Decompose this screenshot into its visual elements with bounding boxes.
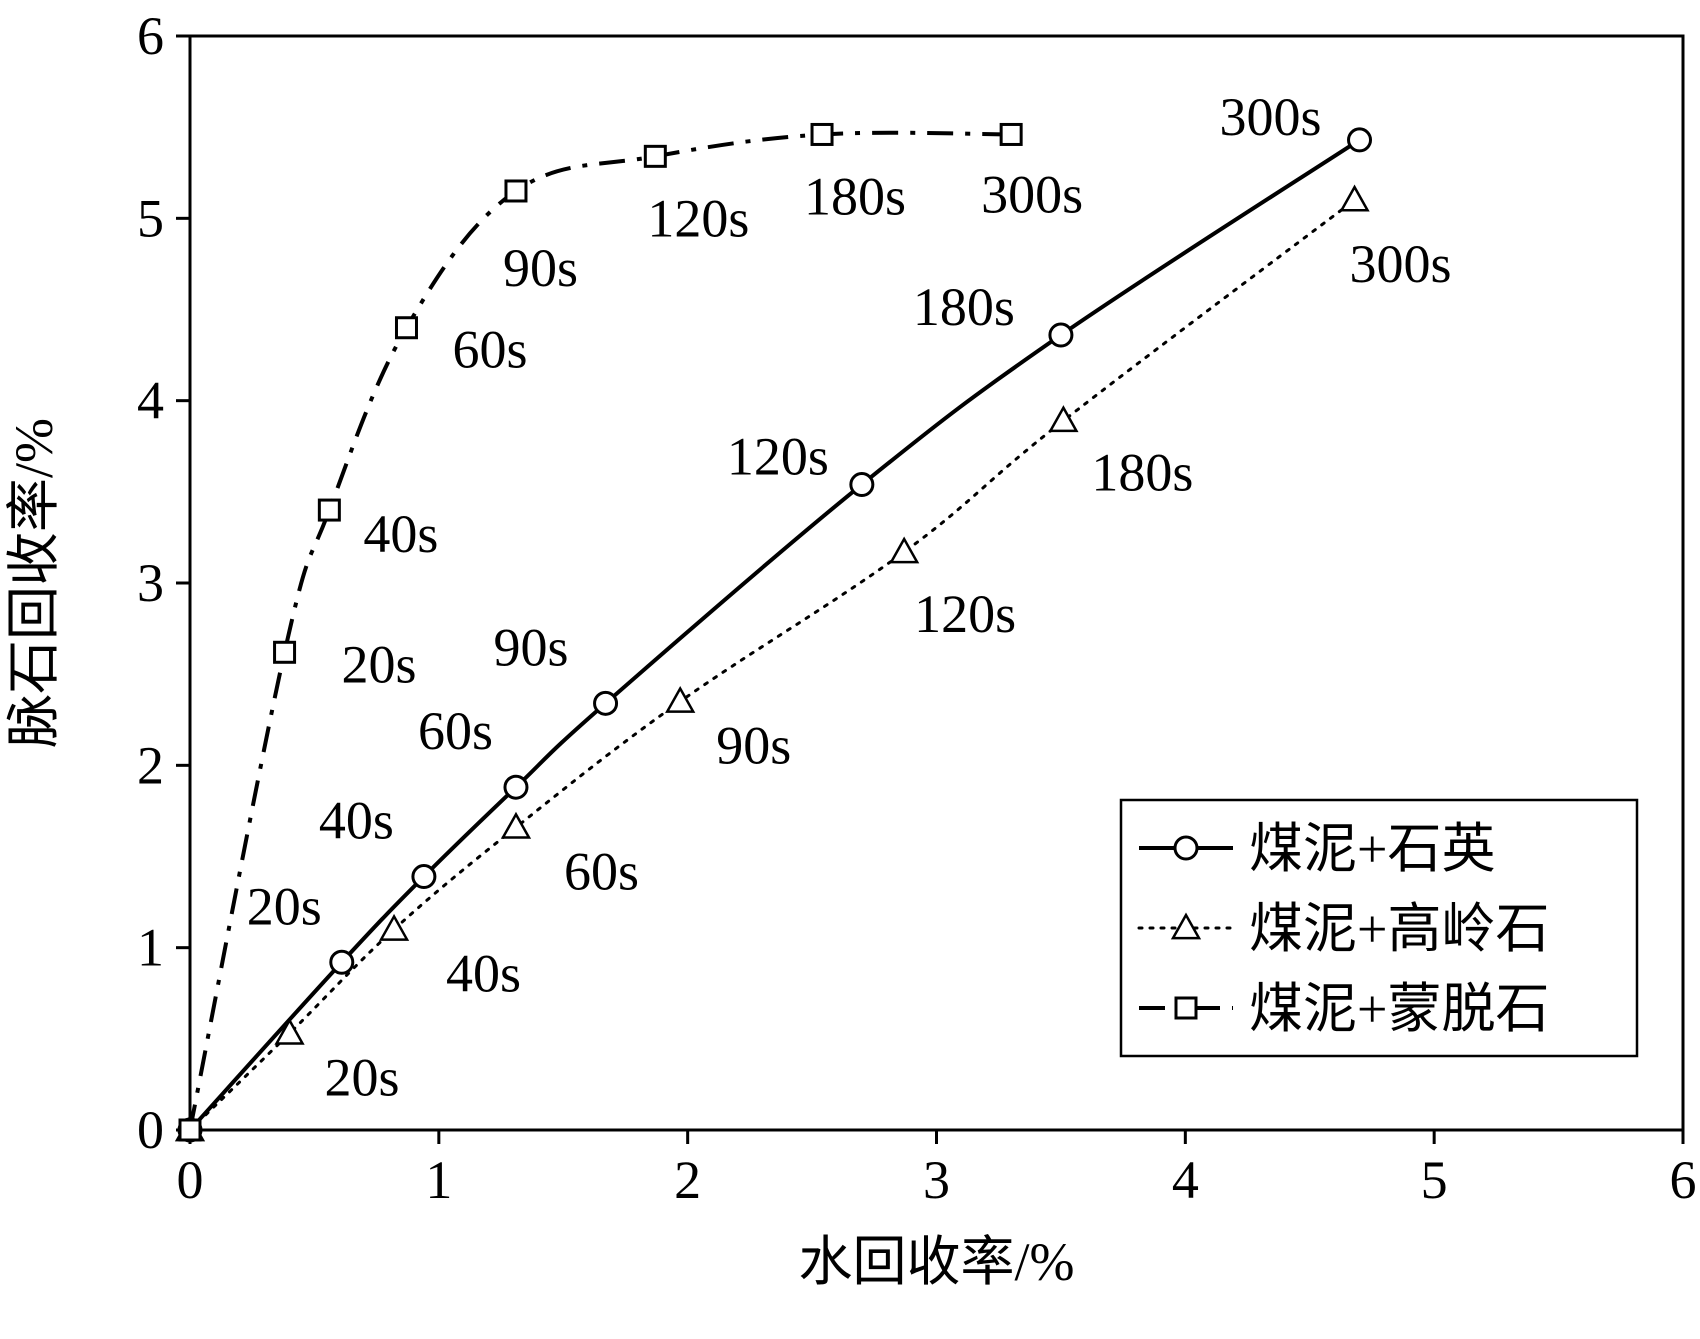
data-point xyxy=(889,536,920,564)
point-label: 20s xyxy=(325,1047,400,1107)
data-point xyxy=(274,1017,305,1045)
point-label: 40s xyxy=(319,791,394,851)
x-tick-label: 1 xyxy=(425,1150,452,1210)
legend-label: 煤泥+高岭石 xyxy=(1249,899,1549,959)
point-label: 300s xyxy=(981,164,1083,224)
data-point xyxy=(665,685,696,713)
point-label: 20s xyxy=(342,634,417,694)
point-labels: 20s40s60s90s120s180s300s20s40s60s90s120s… xyxy=(247,87,1452,1107)
x-tick-label: 6 xyxy=(1670,1150,1697,1210)
data-point xyxy=(504,179,528,203)
legend-label: 煤泥+蒙脱石 xyxy=(1249,979,1549,1039)
y-tick-label: 3 xyxy=(137,553,164,613)
x-tick-label: 4 xyxy=(1172,1150,1199,1210)
data-point xyxy=(849,472,875,498)
series-line xyxy=(188,198,1357,1132)
axes: 0 1 2 3 4 5 6 0 1 2 3 4 5 6 水回收率/% 脉石回收率/% xyxy=(4,6,1697,1292)
point-label: 20s xyxy=(247,876,322,936)
point-label: 300s xyxy=(1350,234,1452,294)
y-tick-label: 5 xyxy=(137,188,164,248)
x-axis-title: 水回收率/% xyxy=(799,1232,1075,1292)
legend-item: 煤泥+石英 xyxy=(1139,819,1495,879)
data-point xyxy=(394,316,418,340)
data-point xyxy=(317,498,341,522)
legend-item: 煤泥+蒙脱石 xyxy=(1139,979,1549,1039)
point-label: 40s xyxy=(446,943,521,1003)
legend-label: 煤泥+石英 xyxy=(1249,819,1495,879)
data-point xyxy=(378,913,410,941)
series-1 xyxy=(177,127,1373,1143)
point-label: 40s xyxy=(363,504,438,564)
legend-item: 煤泥+高岭石 xyxy=(1137,899,1549,959)
point-label: 300s xyxy=(1220,87,1322,147)
y-axis-title: 脉石回收率/% xyxy=(4,418,64,748)
x-tick-label: 0 xyxy=(177,1150,204,1210)
point-label: 90s xyxy=(716,716,791,776)
data-point xyxy=(593,690,619,716)
data-point xyxy=(411,864,437,890)
y-tick-label: 4 xyxy=(137,371,164,431)
data-point xyxy=(1347,127,1373,153)
data-point xyxy=(999,122,1023,146)
data-point xyxy=(500,811,532,839)
x-tick-label: 2 xyxy=(674,1150,701,1210)
point-label: 90s xyxy=(503,238,578,298)
x-tick-label: 3 xyxy=(923,1150,950,1210)
point-label: 60s xyxy=(452,320,527,380)
data-point xyxy=(503,774,529,800)
data-point xyxy=(1048,405,1079,433)
data-point xyxy=(1339,184,1370,212)
legend-box xyxy=(1119,798,1639,1058)
series-layer xyxy=(174,122,1373,1143)
legend-marker xyxy=(1173,835,1199,861)
data-point xyxy=(178,1118,202,1142)
point-label: 120s xyxy=(647,188,749,248)
data-point xyxy=(1048,322,1074,348)
legend-marker xyxy=(1170,912,1202,940)
y-tick-label: 0 xyxy=(137,1100,164,1160)
point-label: 60s xyxy=(418,701,493,761)
data-point xyxy=(273,640,297,664)
point-label: 180s xyxy=(804,166,906,226)
point-label: 120s xyxy=(914,584,1016,644)
data-point xyxy=(329,949,355,975)
data-point xyxy=(643,144,667,168)
y-tick-label: 6 xyxy=(137,6,164,66)
point-label: 180s xyxy=(1091,443,1193,503)
data-point xyxy=(810,122,834,146)
legend-marker xyxy=(1174,996,1198,1020)
point-label: 60s xyxy=(564,841,639,901)
point-label: 90s xyxy=(494,617,569,677)
y-tick-label: 2 xyxy=(137,735,164,795)
series-line xyxy=(188,130,1012,1131)
y-tick-label: 1 xyxy=(137,918,164,978)
series-3 xyxy=(178,122,1023,1142)
point-label: 120s xyxy=(727,427,829,487)
point-label: 180s xyxy=(913,277,1015,337)
x-tick-label: 5 xyxy=(1421,1150,1448,1210)
